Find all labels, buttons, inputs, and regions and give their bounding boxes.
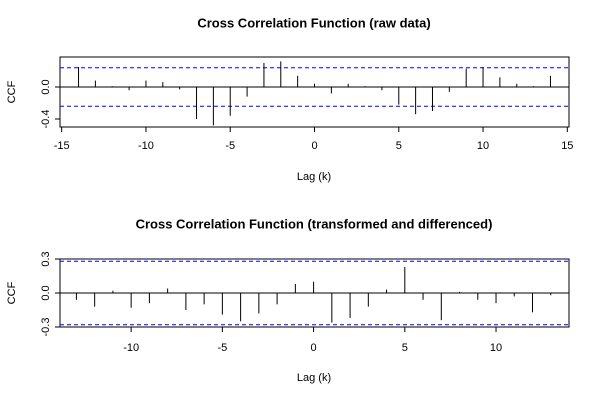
x-axis-label: Lag (k) <box>297 372 331 384</box>
chart-title: Cross Correlation Function (transformed … <box>136 216 493 231</box>
x-tick-label: 5 <box>396 140 402 152</box>
x-tick-label: -10 <box>123 342 139 354</box>
x-tick-label: 5 <box>402 342 408 354</box>
x-tick-label: 0 <box>311 342 317 354</box>
x-tick-label: 10 <box>490 342 502 354</box>
y-axis-label: CCF <box>6 80 18 103</box>
y-tick-label: -0.3 <box>40 318 52 337</box>
y-tick-label: -0.4 <box>40 110 52 129</box>
chart-title: Cross Correlation Function (raw data) <box>197 15 430 30</box>
y-tick-label: 0.0 <box>40 79 52 94</box>
x-axis-label: Lag (k) <box>297 171 331 183</box>
x-tick-label: -5 <box>225 140 235 152</box>
x-tick-label: -10 <box>138 140 154 152</box>
y-axis-label: CCF <box>6 281 18 304</box>
x-tick-label: -5 <box>217 342 227 354</box>
x-tick-label: -15 <box>54 140 70 152</box>
x-tick-label: 15 <box>561 140 573 152</box>
x-tick-label: 0 <box>311 140 317 152</box>
x-tick-label: 10 <box>477 140 489 152</box>
y-tick-label: 0.0 <box>40 285 52 300</box>
y-tick-label: 0.3 <box>40 251 52 266</box>
